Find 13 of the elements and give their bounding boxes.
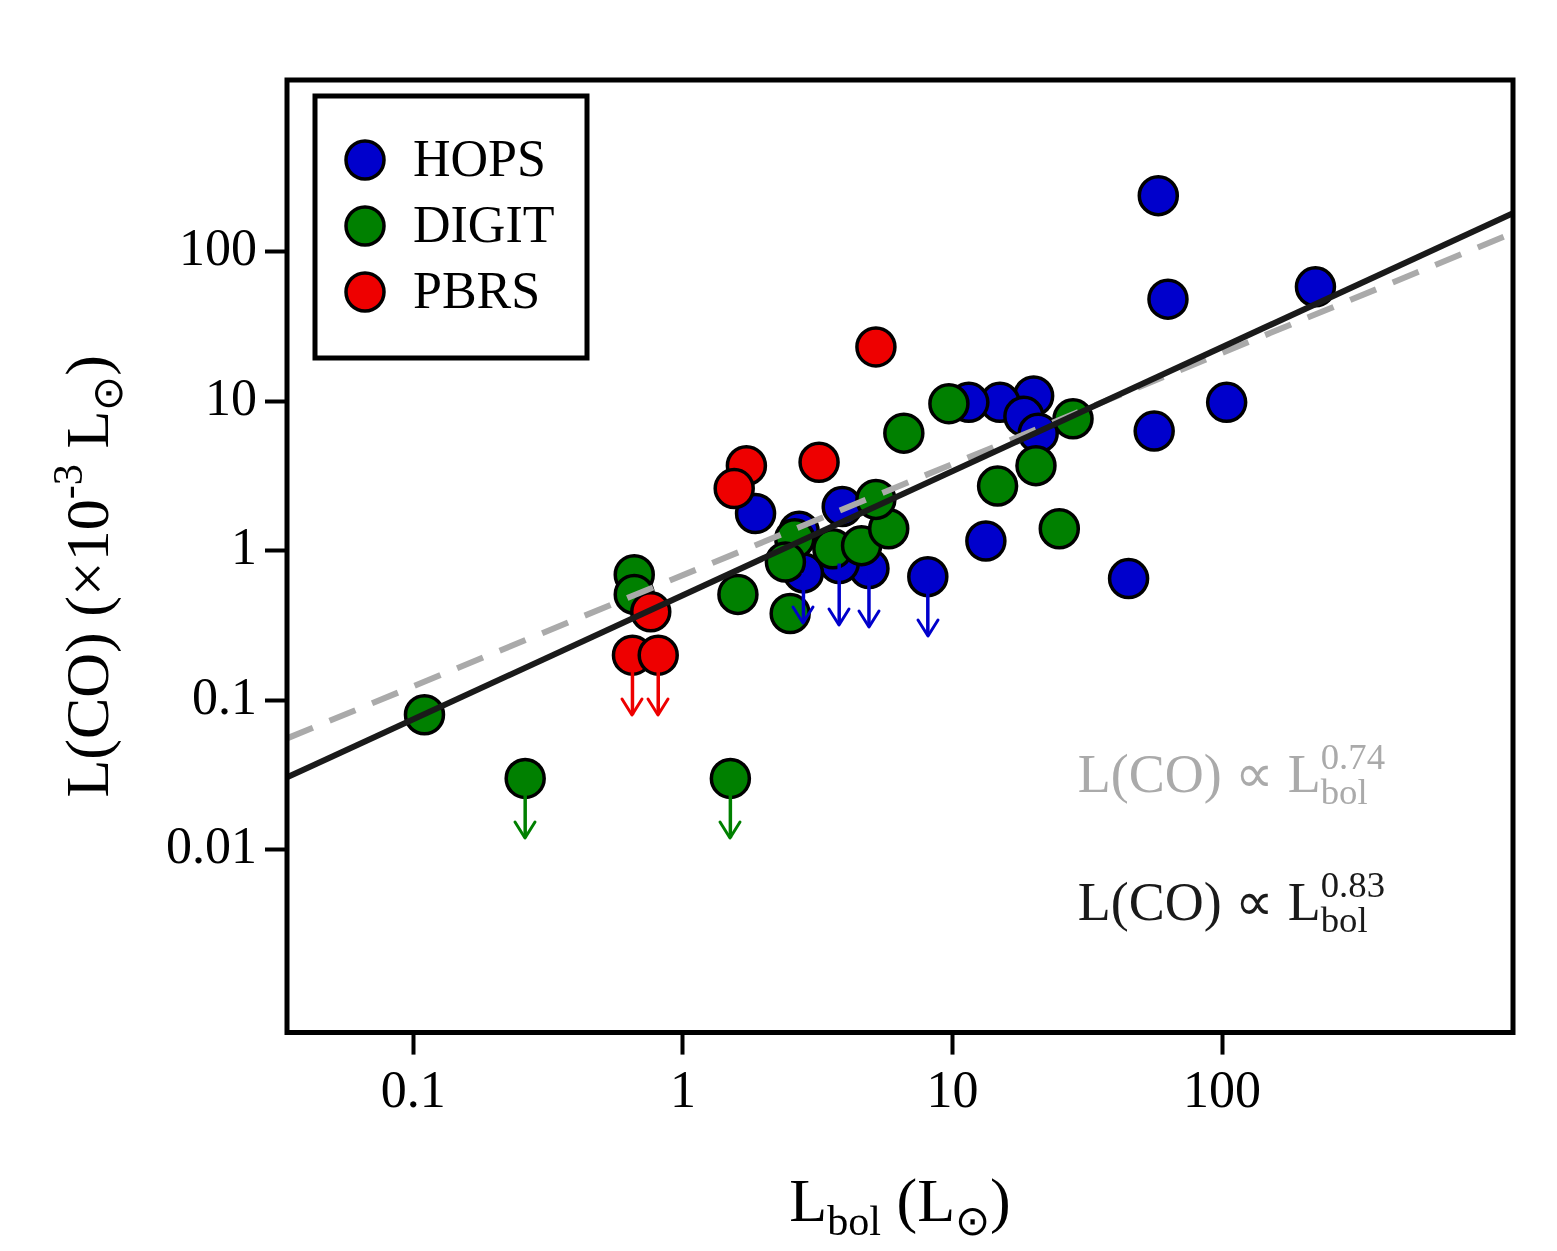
y-tick-label: 0.01	[166, 817, 257, 875]
y-axis-title: L(CO) (×10-3 L⊙)	[43, 355, 131, 798]
x-tick-label: 100	[1183, 1061, 1262, 1119]
legend-label: PBRS	[413, 261, 541, 319]
legend-label: HOPS	[413, 129, 546, 187]
y-tick-label: 1	[231, 518, 257, 576]
legend-label: DIGIT	[413, 195, 555, 253]
y-tick-label: 10	[205, 368, 257, 426]
y-tick-label: 100	[179, 219, 257, 277]
x-tick-label: 10	[926, 1061, 979, 1119]
y-tick-label: 0.1	[192, 667, 257, 725]
x-tick-label: 1	[669, 1061, 696, 1119]
x-tick-label: 0.1	[380, 1061, 446, 1119]
